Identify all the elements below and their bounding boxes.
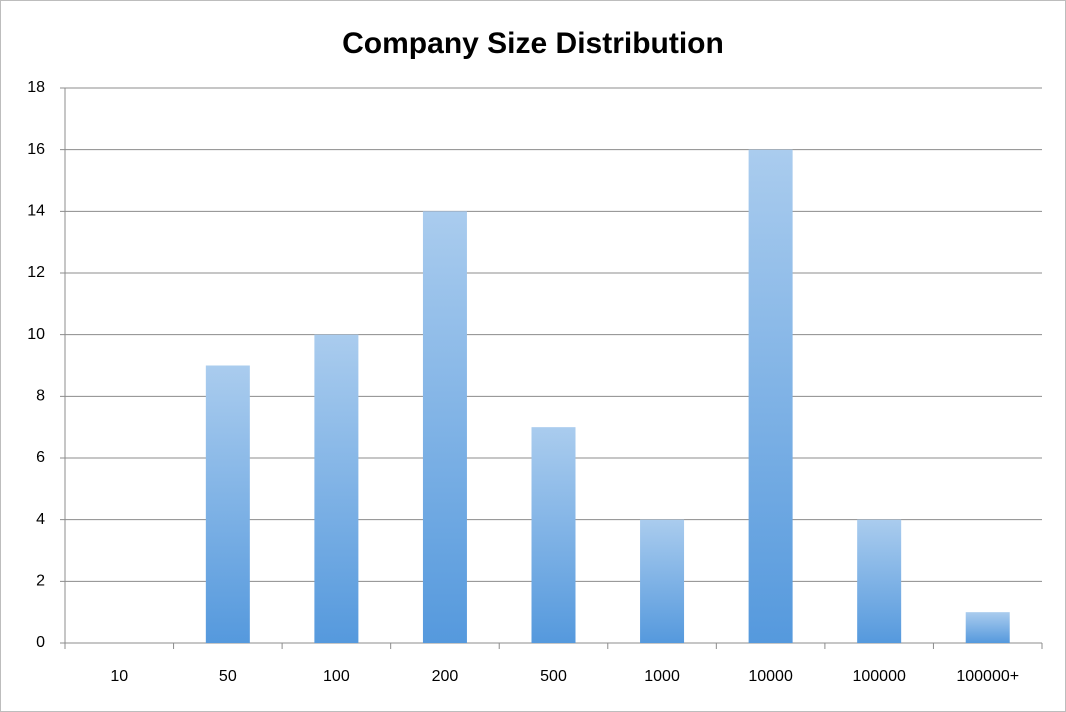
bar	[531, 427, 576, 643]
y-tick-label: 2	[36, 573, 45, 590]
bar	[640, 519, 685, 643]
y-tick-label: 8	[36, 388, 45, 405]
chart-title: Company Size Distribution	[342, 27, 724, 60]
x-tick-label: 500	[540, 668, 567, 685]
bar	[748, 149, 793, 643]
x-tick-label: 50	[219, 668, 237, 685]
y-tick-label: 12	[27, 264, 45, 281]
x-tick-label: 10	[110, 668, 128, 685]
y-tick-label: 10	[27, 326, 45, 343]
bar	[314, 334, 359, 643]
bar	[422, 211, 467, 644]
bar	[857, 519, 902, 643]
y-tick-label: 18	[27, 79, 45, 96]
x-tick-label: 100000	[852, 668, 905, 685]
x-tick-label: 100000+	[956, 668, 1019, 685]
y-tick-label: 4	[36, 511, 45, 528]
y-tick-label: 0	[36, 634, 45, 651]
x-tick-label: 100	[323, 668, 350, 685]
x-tick-label: 10000	[748, 668, 793, 685]
y-tick-label: 6	[36, 449, 45, 466]
x-tick-label: 1000	[644, 668, 680, 685]
bar	[205, 365, 250, 643]
bar	[965, 612, 1010, 643]
y-tick-label: 14	[27, 203, 45, 220]
x-tick-label: 200	[432, 668, 459, 685]
y-tick-label: 16	[27, 141, 45, 158]
